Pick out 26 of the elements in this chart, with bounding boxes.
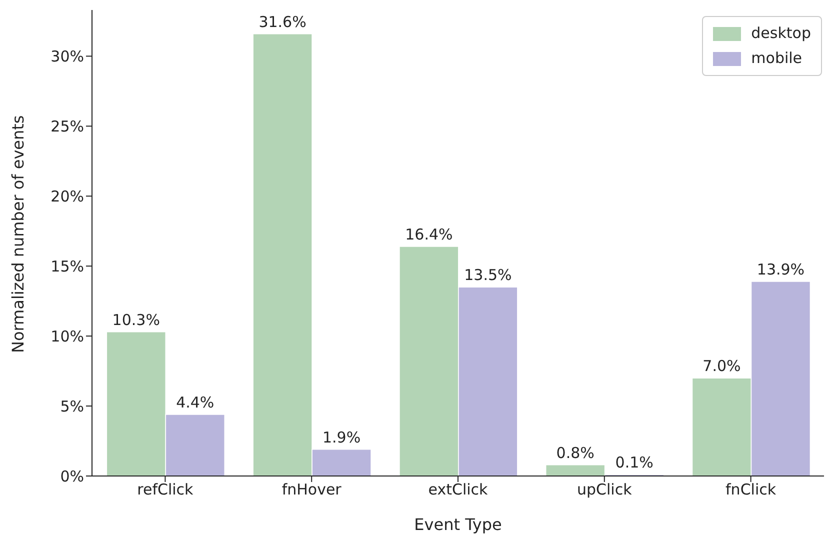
y-tick-label: 0% <box>60 467 84 486</box>
data-label: 4.4% <box>176 393 214 412</box>
data-label: 10.3% <box>112 310 160 329</box>
data-label: 7.0% <box>702 357 741 376</box>
x-tick-label: refClick <box>137 480 194 499</box>
y-tick-label: 25% <box>50 117 84 136</box>
data-label: 0.1% <box>615 454 654 472</box>
y-tick-label: 15% <box>50 257 84 276</box>
x-axis-title: Event Type <box>414 515 502 534</box>
x-tick-label: extClick <box>428 480 488 499</box>
legend-label: desktop <box>751 23 811 44</box>
x-tick-label: fnHover <box>282 480 342 499</box>
data-label: 0.8% <box>556 444 594 462</box>
data-label: 31.6% <box>258 12 306 31</box>
x-tick-label: upClick <box>577 480 632 499</box>
x-tick-label: fnClick <box>726 480 776 499</box>
data-label: 13.9% <box>756 260 805 278</box>
y-tick-label: 20% <box>50 187 84 206</box>
data-label: 13.5% <box>464 266 512 284</box>
legend-label: mobile <box>751 48 802 69</box>
data-label: 16.4% <box>405 226 453 244</box>
y-tick-label: 10% <box>50 327 84 346</box>
data-label: 1.9% <box>322 428 361 446</box>
y-tick-label: 30% <box>50 48 84 66</box>
y-tick-label: 5% <box>60 397 84 416</box>
y-axis-title: Normalized number of events <box>8 115 28 353</box>
